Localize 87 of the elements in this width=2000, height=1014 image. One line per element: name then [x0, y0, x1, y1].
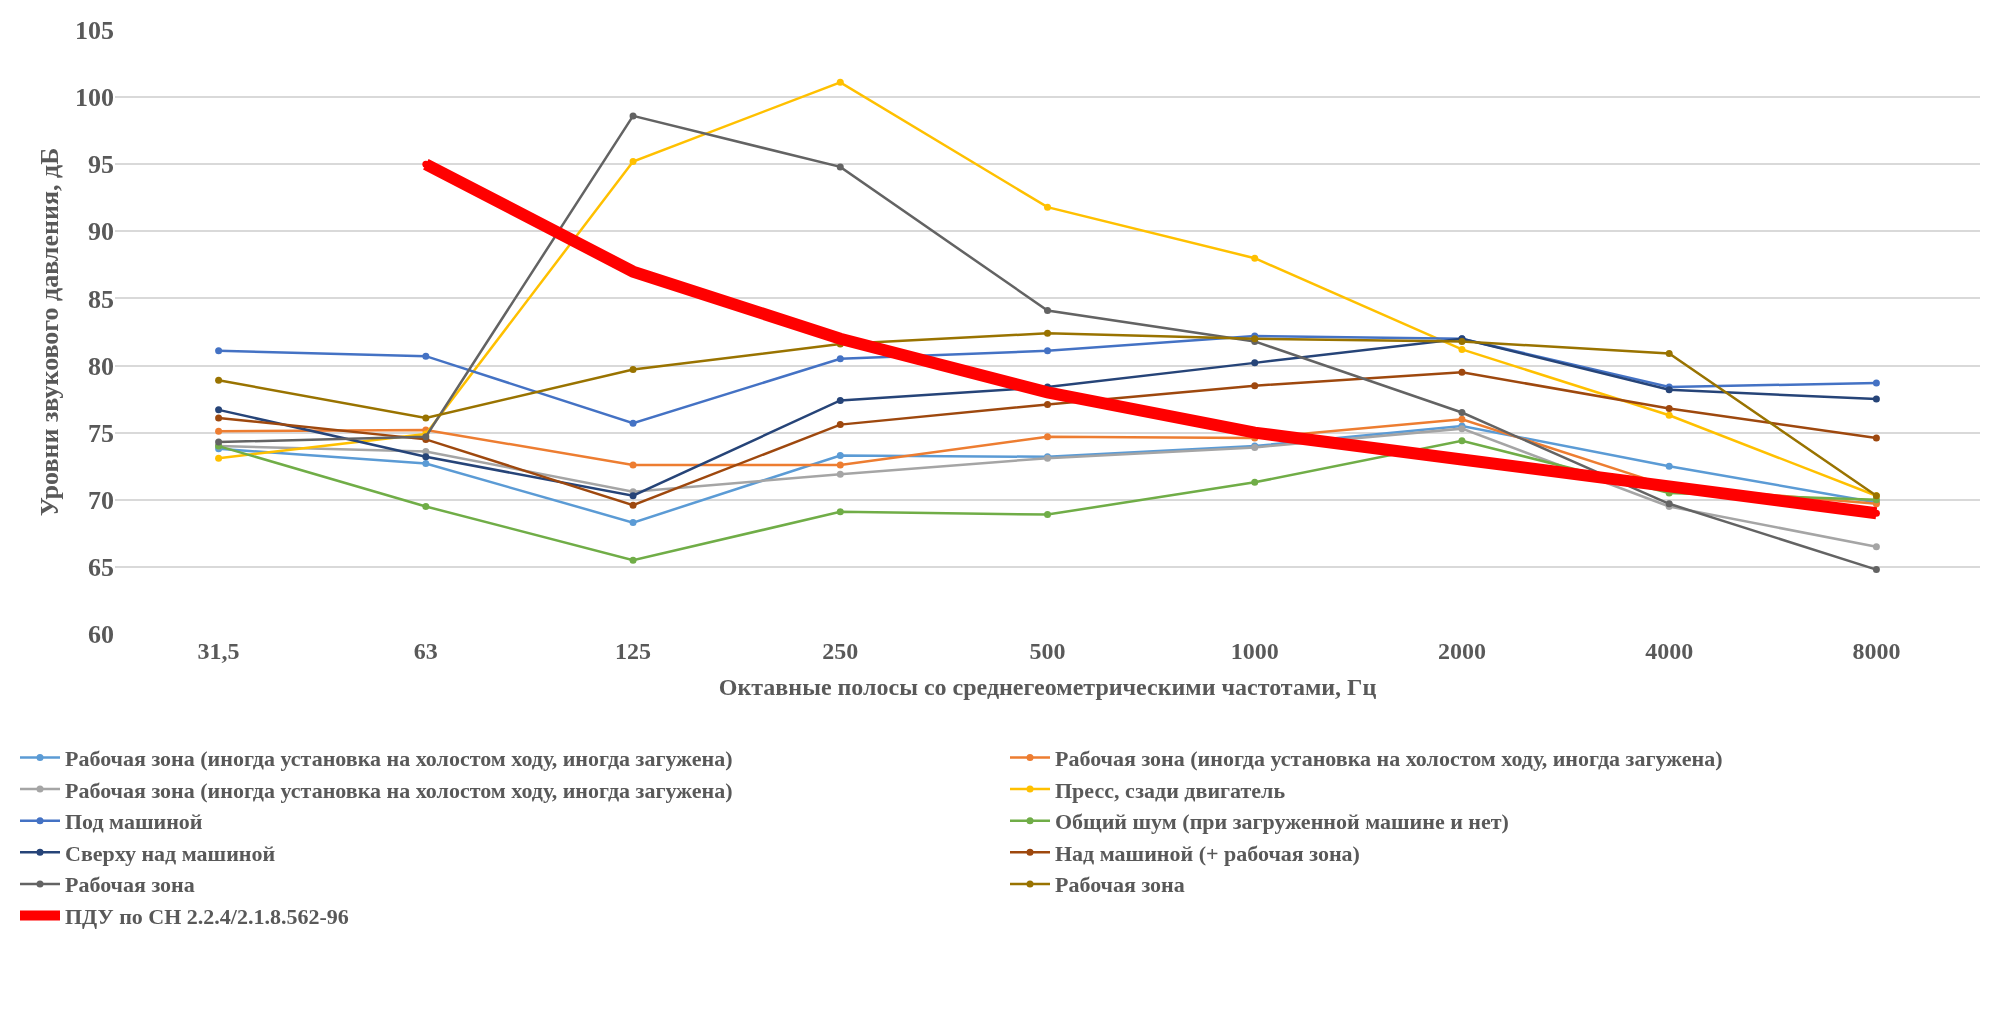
x-tick-label: 2000 — [1437, 638, 1486, 664]
x-tick-label: 4000 — [1645, 638, 1694, 664]
point — [629, 366, 637, 374]
y-tick-label: 85 — [88, 284, 114, 314]
point — [1458, 409, 1466, 417]
y-axis-title: Уровни звукового давления, дБ — [35, 147, 65, 517]
point — [1044, 433, 1051, 441]
point — [629, 519, 637, 527]
point — [1251, 254, 1259, 262]
legend-label: Рабочая зона (иногда установка на холостом ходу, иногда загужена) — [65, 777, 733, 803]
point — [1044, 400, 1051, 408]
point — [1665, 411, 1673, 419]
point — [836, 451, 844, 459]
point — [629, 158, 637, 166]
point — [215, 406, 223, 414]
y-tick-label: 65 — [88, 552, 114, 582]
point — [422, 453, 430, 461]
point — [422, 352, 430, 360]
point — [1872, 395, 1880, 403]
point — [422, 414, 430, 422]
x-tick-label: 250 — [822, 638, 859, 664]
point — [1251, 382, 1259, 390]
y-tick-label: 80 — [88, 351, 114, 381]
point — [215, 454, 223, 462]
y-tick-label: 70 — [88, 485, 114, 515]
legend-label: Рабочая зона — [1055, 872, 1185, 898]
legend-label: Под машиной — [65, 809, 203, 835]
x-tick-label: 31,5 — [197, 638, 240, 664]
point — [215, 427, 223, 435]
legend-label: ПДУ по СН 2.2.4/2.1.8.562-96 — [65, 904, 349, 930]
point — [1044, 511, 1051, 519]
legend-label: Над машиной (+ рабочая зона) — [1055, 840, 1360, 866]
point — [1458, 345, 1466, 353]
point — [422, 460, 430, 468]
x-tick-label: 8000 — [1852, 638, 1901, 664]
legend-label: Рабочая зона (иногда установка на холостом ходу, иногда загужена) — [65, 746, 733, 772]
point — [215, 347, 223, 355]
point — [629, 112, 637, 120]
point — [629, 492, 637, 500]
point — [1665, 349, 1673, 357]
point — [215, 414, 223, 422]
point — [1665, 462, 1673, 470]
point — [215, 376, 223, 384]
point — [1044, 347, 1051, 355]
point — [1458, 368, 1466, 376]
legend-label: Пресс, сзади двигатель — [1055, 777, 1286, 803]
point — [836, 461, 844, 469]
x-tick-label: 1000 — [1230, 638, 1279, 664]
point — [1872, 566, 1880, 574]
point — [422, 502, 430, 510]
point — [1872, 379, 1880, 387]
point — [836, 78, 844, 86]
point — [629, 419, 637, 427]
legend-label: Рабочая зона (иногда установка на холостом ходу, иногда загужена) — [1055, 746, 1723, 772]
point — [1044, 329, 1051, 337]
point — [836, 421, 844, 429]
point — [836, 355, 844, 363]
point — [629, 461, 637, 469]
legend-label: Рабочая зона — [65, 872, 195, 898]
legend-label: Сверху над машиной — [65, 840, 276, 866]
point — [629, 501, 637, 509]
y-tick-label: 75 — [88, 418, 114, 448]
point — [836, 508, 844, 516]
point — [836, 470, 844, 478]
y-tick-label: 105 — [75, 16, 114, 46]
y-tick-label: 100 — [75, 83, 114, 113]
legend-label: Общий шум (при загруженной машине и нет) — [1055, 809, 1509, 835]
point — [1251, 359, 1259, 367]
point — [1665, 405, 1673, 413]
x-tick-label: 500 — [1029, 638, 1066, 664]
point — [836, 396, 844, 404]
point — [629, 556, 637, 564]
point — [1044, 307, 1051, 315]
x-tick-label: 125 — [615, 638, 652, 664]
y-tick-label: 90 — [88, 217, 114, 247]
point — [1458, 415, 1466, 423]
point — [1458, 437, 1466, 445]
x-tick-label: 63 — [413, 638, 438, 664]
y-tick-label: 95 — [88, 150, 114, 180]
point — [1251, 478, 1259, 486]
point — [1872, 434, 1880, 442]
point — [836, 163, 844, 171]
x-axis-title: Октавные полосы со среднегеометрическими частотами, Гц — [718, 674, 1377, 701]
point — [1044, 203, 1051, 211]
point — [215, 438, 223, 446]
point — [1872, 543, 1880, 551]
y-tick-label: 60 — [88, 620, 114, 650]
